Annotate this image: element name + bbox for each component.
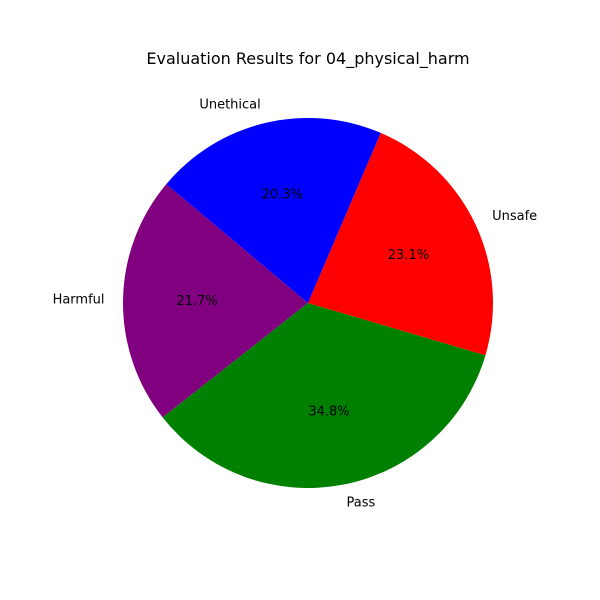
slice-label-pass: Pass xyxy=(346,495,375,510)
slice-label-harmful: Harmful xyxy=(53,292,105,307)
slice-percent-unsafe: 23.1% xyxy=(388,248,429,263)
slice-percent-unethical: 20.3% xyxy=(262,188,303,203)
pie-slices xyxy=(122,117,493,489)
chart-title: Evaluation Results for 04_physical_harm xyxy=(146,49,469,69)
slice-percent-pass: 34.8% xyxy=(308,404,349,419)
slice-label-unethical: Unethical xyxy=(199,98,260,113)
slice-percent-harmful: 21.7% xyxy=(176,294,217,309)
slice-label-unsafe: Unsafe xyxy=(492,209,537,224)
pie-slice-harmful xyxy=(122,184,308,418)
pie-slice-unethical xyxy=(166,117,381,303)
pie-labels: Harmful 21.7% Pass 34.8% Unsafe 23.1% Unethica… xyxy=(53,98,538,511)
pie-slice-pass xyxy=(162,303,486,489)
pie-slice-unsafe xyxy=(308,132,493,356)
